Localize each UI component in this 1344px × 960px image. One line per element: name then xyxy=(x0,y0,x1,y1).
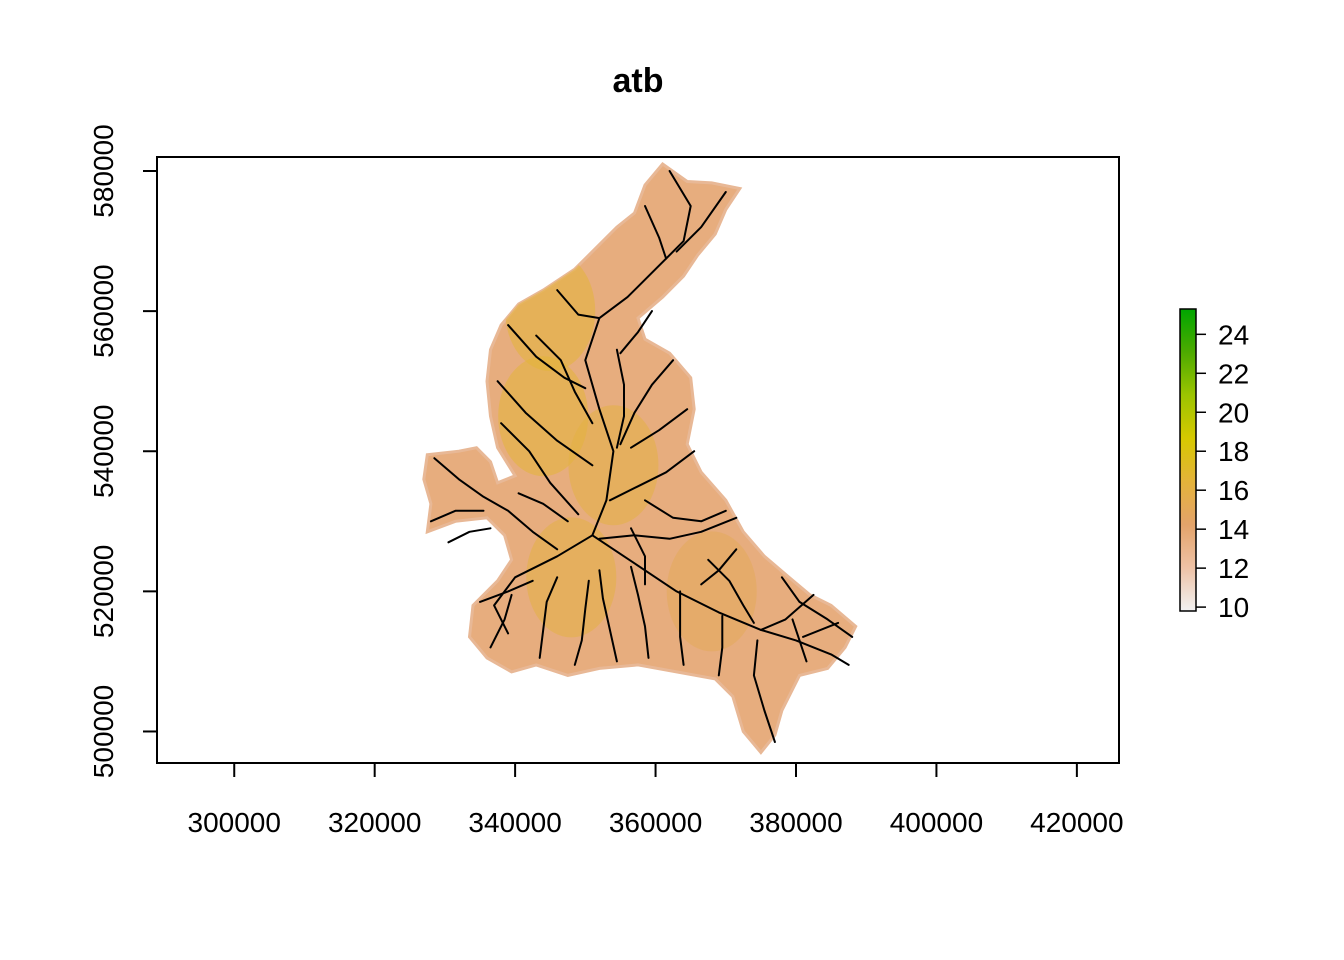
x-tick-label: 340000 xyxy=(468,807,561,838)
x-tick-label: 400000 xyxy=(890,807,983,838)
x-tick-label: 420000 xyxy=(1030,807,1123,838)
river-channel xyxy=(802,621,840,638)
legend-color-bar xyxy=(1179,308,1197,612)
river-channel xyxy=(759,593,815,631)
river-channel xyxy=(429,509,485,523)
river-channel xyxy=(700,548,738,586)
y-tick-label: 540000 xyxy=(88,405,119,498)
river-channel xyxy=(615,348,625,449)
river-channel xyxy=(598,516,738,540)
river-channel xyxy=(538,576,559,659)
y-tick-label: 500000 xyxy=(88,685,119,778)
river-channel xyxy=(598,569,618,663)
river-channel xyxy=(489,593,513,649)
river-channel xyxy=(507,324,587,390)
river-channel xyxy=(644,205,668,260)
river-channel xyxy=(780,576,854,638)
river-channel xyxy=(591,534,850,666)
river-channel xyxy=(500,422,580,516)
river-channel xyxy=(493,170,692,635)
legend-tick-label: 16 xyxy=(1218,475,1249,506)
x-tick-label: 320000 xyxy=(328,807,421,838)
river-channel xyxy=(433,457,559,551)
river-channel xyxy=(644,499,727,523)
legend-tick-label: 24 xyxy=(1218,319,1249,350)
river-channel xyxy=(679,590,685,666)
x-tick-label: 300000 xyxy=(188,807,281,838)
map-title: atb xyxy=(613,62,664,100)
raster-zone xyxy=(568,405,659,526)
river-channel xyxy=(630,565,650,659)
river-channel xyxy=(556,289,601,320)
raster-zone xyxy=(666,531,757,652)
raster-zone xyxy=(505,251,596,372)
river-channel xyxy=(630,527,646,586)
x-tick-label: 380000 xyxy=(749,807,842,838)
legend-tick-label: 14 xyxy=(1218,514,1249,545)
river-channel xyxy=(619,359,675,446)
x-axis: 300000 320000 340000 360000 380000 400000 4200… xyxy=(188,762,1124,838)
y-tick-label: 520000 xyxy=(88,545,119,638)
legend-tick-label: 20 xyxy=(1218,397,1249,428)
river-channel xyxy=(752,639,776,743)
river-channel xyxy=(619,310,653,355)
y-axis: 500000 520000 540000 560000 580000 xyxy=(88,124,158,778)
river-channel xyxy=(675,191,727,253)
color-legend: 10 12 14 16 18 20 22 24 xyxy=(1179,308,1249,623)
raster-zone xyxy=(526,517,617,638)
legend-tick-label: 18 xyxy=(1218,436,1249,467)
river-channel xyxy=(496,380,594,467)
river-channel xyxy=(573,579,590,666)
raster-layer xyxy=(422,161,858,755)
legend-ticks: 10 12 14 16 18 20 22 24 xyxy=(1196,319,1249,623)
x-tick-label: 360000 xyxy=(609,807,702,838)
legend-tick-label: 22 xyxy=(1218,358,1249,389)
legend-tick-label: 12 xyxy=(1218,553,1249,584)
river-channel xyxy=(517,492,569,523)
legend-tick-label: 10 xyxy=(1218,592,1249,623)
channel-network xyxy=(429,170,854,743)
river-channel xyxy=(447,527,492,544)
river-channel xyxy=(791,618,808,663)
river-channel xyxy=(535,334,594,425)
y-tick-label: 580000 xyxy=(88,124,119,217)
river-channel xyxy=(717,614,724,677)
river-channel xyxy=(479,579,534,603)
y-tick-label: 560000 xyxy=(88,264,119,357)
river-channel xyxy=(608,450,696,502)
river-channel xyxy=(630,408,689,449)
